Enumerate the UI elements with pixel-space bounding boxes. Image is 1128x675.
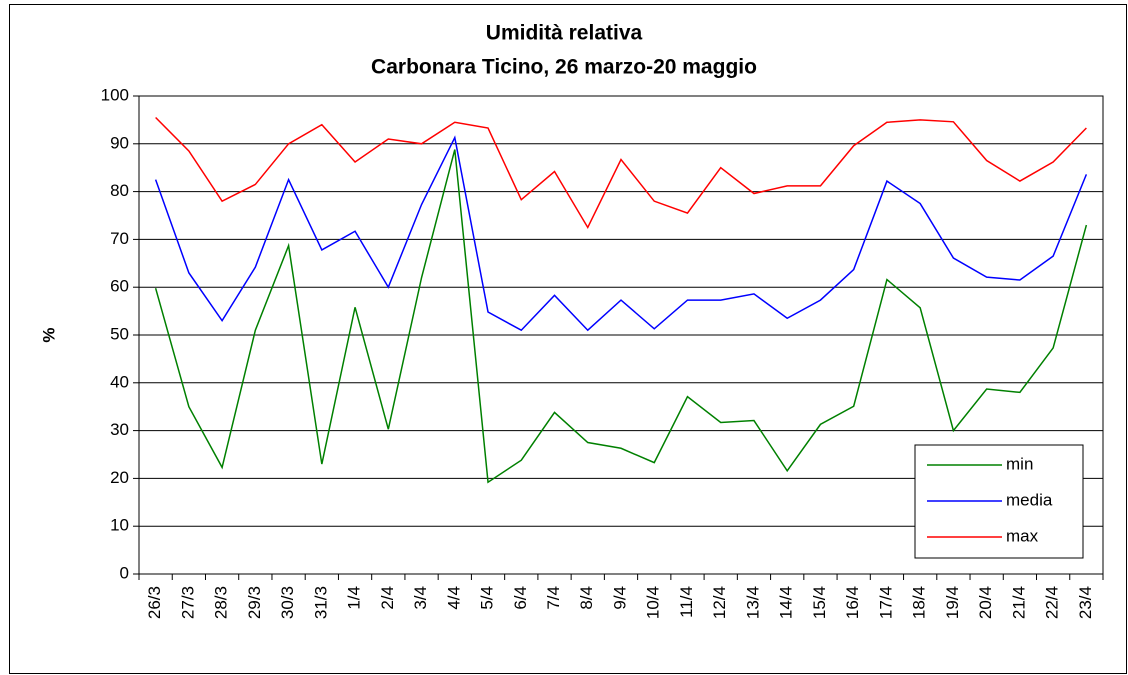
x-tick-label: 4/4 [444, 586, 463, 610]
x-tick-label: 20/4 [976, 586, 995, 619]
x-tick-label: 30/3 [278, 586, 297, 619]
y-tick-label: 10 [110, 516, 129, 535]
x-tick-label: 21/4 [1009, 586, 1028, 619]
line-series [154, 135, 1088, 332]
y-tick-label: 50 [110, 324, 129, 343]
y-tick-label: 90 [110, 133, 129, 152]
x-tick-label: 11/4 [677, 586, 696, 618]
y-tick-label: 30 [110, 420, 129, 439]
chart-subtitle: Carbonara Ticino, 26 marzo-20 maggio [371, 56, 757, 79]
x-tick-label: 29/3 [245, 586, 264, 619]
y-tick-label: 80 [110, 181, 129, 200]
line-series [154, 149, 1088, 484]
x-tick-label: 22/4 [1043, 586, 1062, 619]
y-tick-label: 20 [110, 468, 129, 487]
y-tick-label: 100 [101, 85, 129, 104]
legend-label: media [1006, 490, 1053, 509]
x-tick-label: 1/4 [345, 586, 364, 610]
line-series [155, 116, 1087, 230]
x-tick-label: 31/3 [311, 586, 330, 619]
x-tick-label: 15/4 [810, 586, 829, 619]
x-tick-label: 23/4 [1076, 586, 1095, 619]
x-tick-label: 13/4 [743, 586, 762, 619]
x-tick-label: 18/4 [910, 586, 929, 619]
x-tick-label: 7/4 [544, 586, 563, 610]
x-tick-label: 28/3 [212, 586, 231, 619]
x-tick-label: 26/3 [145, 586, 164, 619]
x-tick-label: 14/4 [777, 586, 796, 619]
y-axis-label: % [39, 327, 58, 342]
y-tick-label: 60 [110, 277, 129, 296]
x-tick-label: 16/4 [843, 586, 862, 619]
x-tick-label: 17/4 [876, 586, 895, 619]
legend-label: max [1006, 526, 1039, 545]
x-tick-label: 9/4 [610, 586, 629, 610]
chart-title: Umidità relativa [486, 22, 643, 45]
legend-label: min [1006, 454, 1033, 473]
y-tick-label: 40 [110, 372, 129, 391]
x-tick-label: 5/4 [478, 586, 497, 610]
y-tick-label: 70 [110, 229, 129, 248]
x-tick-label: 12/4 [710, 586, 729, 619]
x-tick-label: 6/4 [511, 586, 530, 610]
x-tick-label: 8/4 [577, 586, 596, 610]
x-tick-label: 10/4 [644, 586, 663, 619]
x-tick-label: 3/4 [411, 586, 430, 610]
x-tick-label: 27/3 [178, 586, 197, 619]
x-tick-label: 19/4 [943, 586, 962, 619]
x-tick-label: 2/4 [378, 586, 397, 610]
y-tick-label: 0 [120, 563, 129, 582]
